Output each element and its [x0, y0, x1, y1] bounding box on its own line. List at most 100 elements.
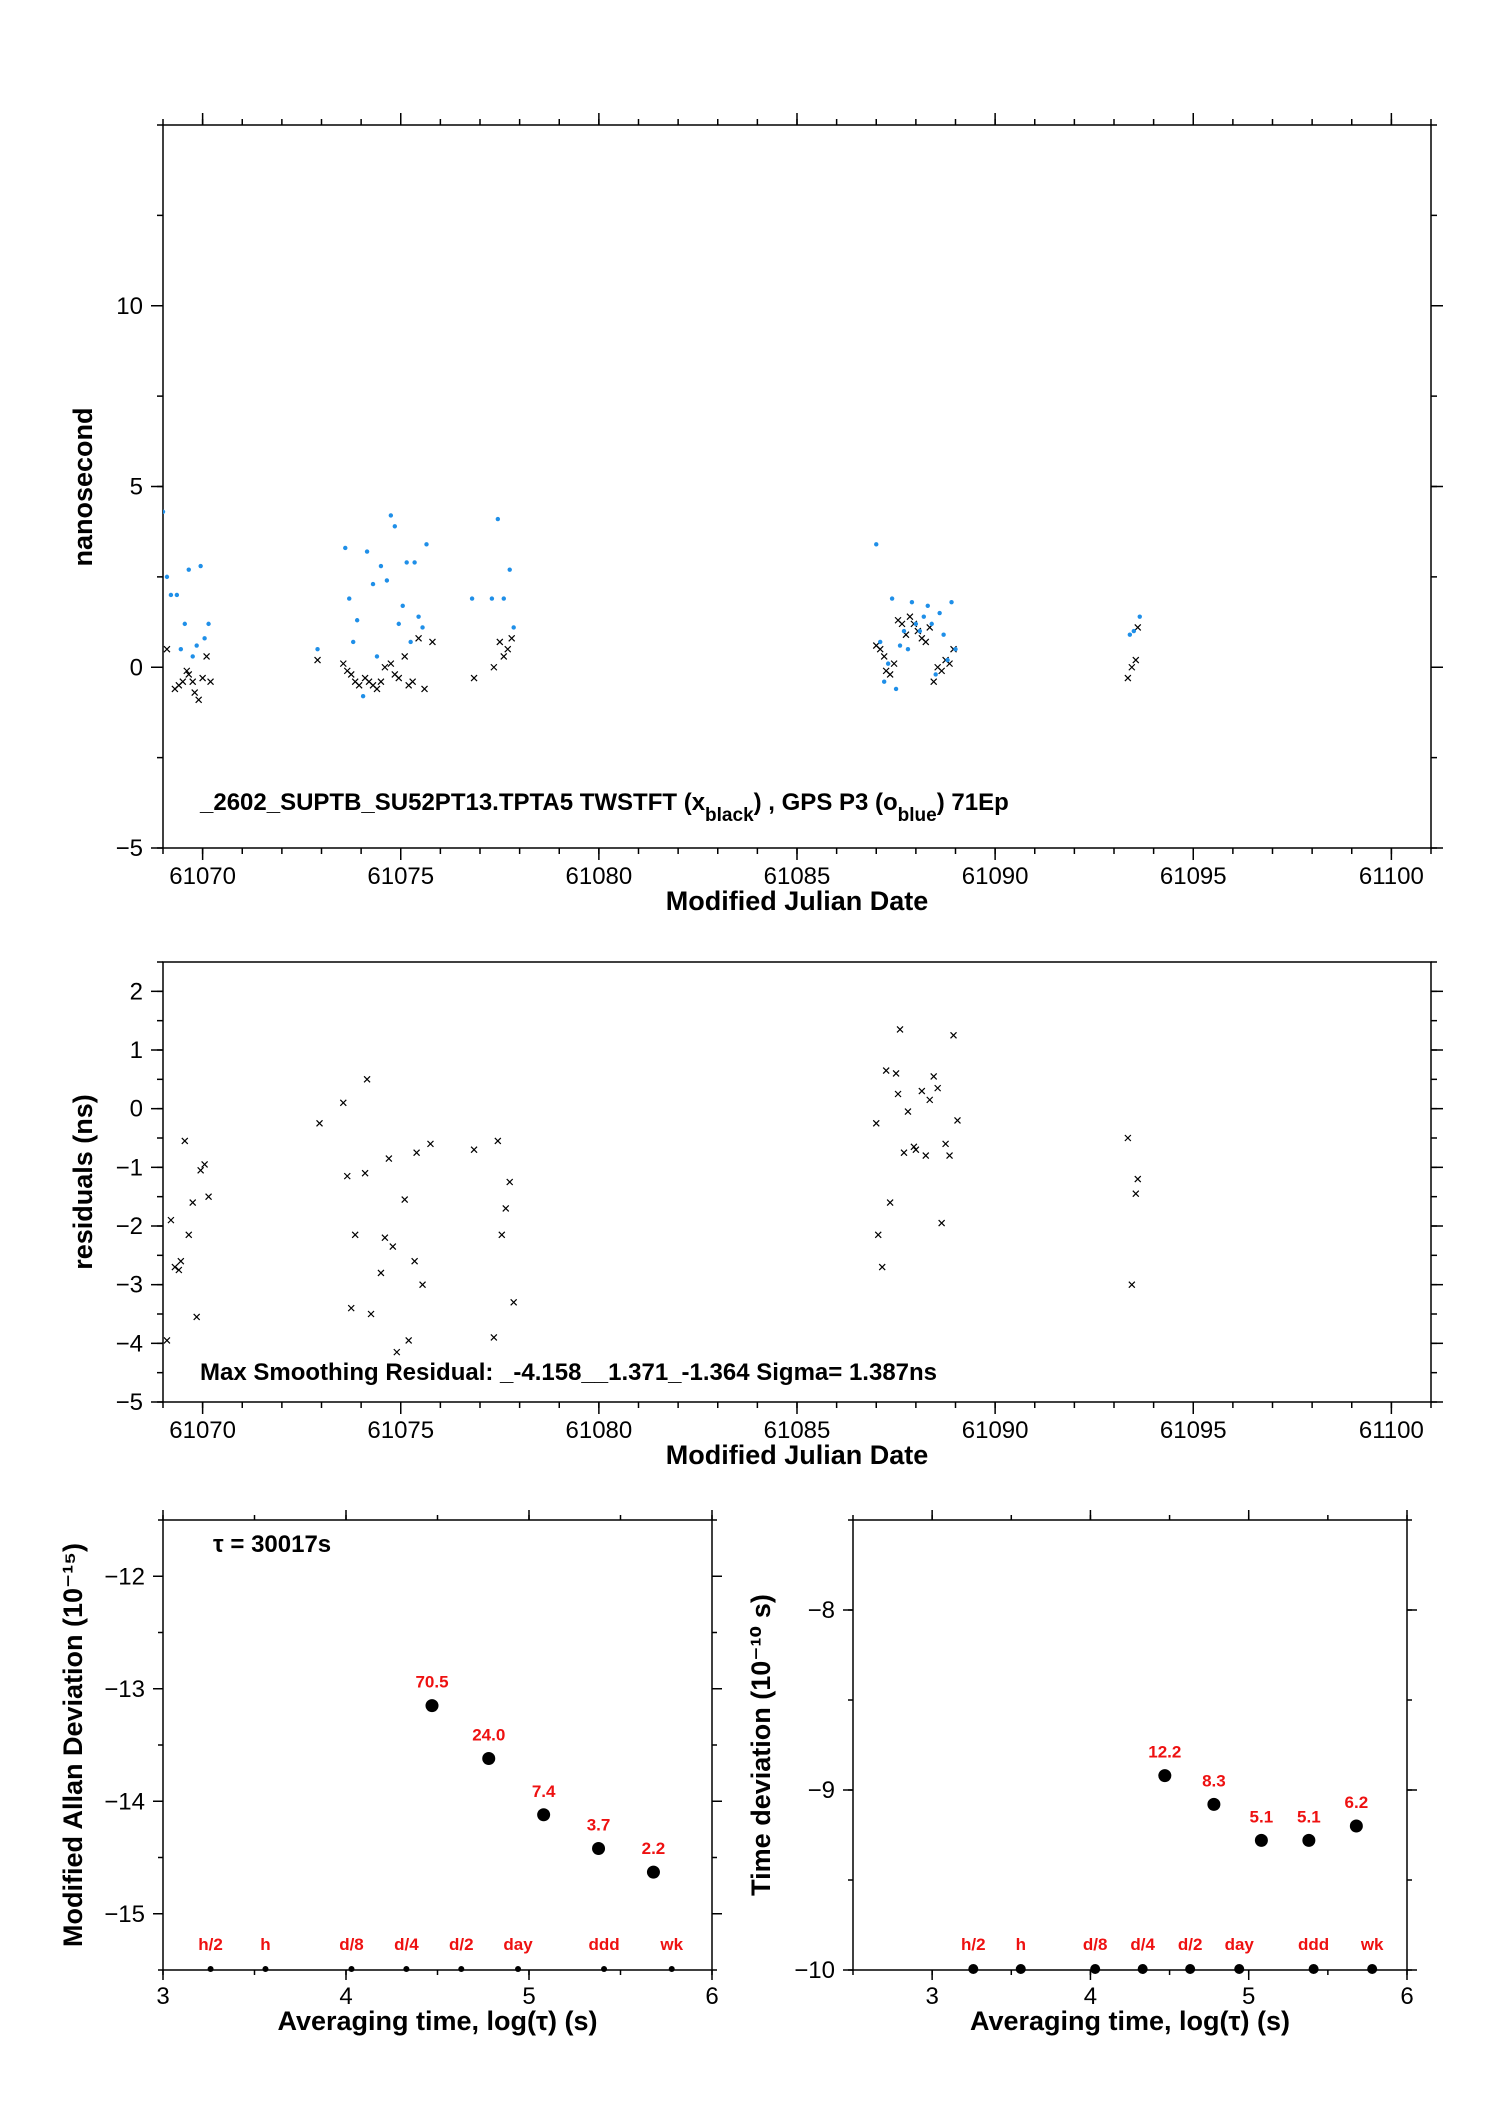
x-stroke	[918, 1087, 926, 1095]
chart-panel-3: 3 4 5 6 −15 −14 −13 −12 Averaging time, log(τ) (…	[104, 1510, 722, 2036]
x-stroke	[181, 1137, 189, 1145]
data-point-x	[1124, 674, 1132, 682]
data-point-x	[498, 1231, 506, 1239]
x-stroke	[189, 1199, 197, 1206]
x-stroke	[930, 678, 938, 686]
data-point-x	[409, 678, 417, 686]
x-stroke	[876, 645, 884, 653]
x-stroke	[886, 671, 894, 678]
data-point-x	[502, 1204, 510, 1212]
data-point-blue	[881, 679, 887, 684]
x-stroke	[1128, 1281, 1136, 1289]
data-point-blue	[384, 578, 390, 583]
data-point-blue	[489, 596, 495, 601]
data-point-blue	[378, 563, 384, 569]
interval-marker	[601, 1966, 608, 1972]
x-stroke	[201, 1160, 209, 1168]
data-layer	[163, 509, 1142, 704]
data-point-x	[880, 652, 888, 660]
y-tick-label: 0	[130, 654, 143, 681]
data-point-x	[381, 663, 389, 671]
y-tick-label: −14	[104, 1788, 145, 1815]
data-point-x	[510, 1298, 518, 1306]
data-point-blue	[921, 614, 926, 619]
y-axis-title-3: Modified Allan Deviation (10⁻¹⁵)	[58, 1543, 88, 1947]
x-stroke	[355, 681, 363, 689]
interval-marker-label: d/2	[449, 1935, 474, 1954]
x-stroke	[409, 678, 417, 686]
x-stroke	[894, 616, 902, 624]
y-tick-label: −15	[104, 1901, 145, 1928]
data-point-x	[347, 1304, 355, 1312]
data-point-x	[506, 1178, 514, 1186]
data-point-x	[429, 638, 436, 646]
x-stroke	[934, 1084, 942, 1092]
chart-panel-2: 61070 61075 61080 61085 61090 61095 61100 −5 −4 −…	[116, 961, 1443, 1470]
data-point-x	[355, 681, 363, 689]
data-point-x	[203, 652, 211, 660]
data-point-x	[201, 1160, 209, 1168]
x-stroke	[1124, 1134, 1132, 1142]
interval-marker	[1234, 1964, 1245, 1974]
interval-marker	[668, 1966, 675, 1972]
x-axis-title: Averaging time, log(τ) (s)	[970, 2006, 1290, 2036]
x-tick-label: 61100	[1359, 1417, 1424, 1444]
data-point-x	[314, 656, 321, 664]
x-tick-label: 61080	[566, 863, 633, 890]
data-point-blue	[168, 592, 174, 598]
data-point-x	[351, 1231, 359, 1239]
x-stroke	[1134, 624, 1142, 631]
data-point-x	[926, 1096, 934, 1104]
x-stroke	[401, 1196, 409, 1204]
data-point-x	[954, 1116, 961, 1124]
data-point-x	[316, 1119, 323, 1127]
data-point-x	[946, 1152, 953, 1160]
x-stroke	[427, 1140, 434, 1148]
data-point-x	[950, 1031, 957, 1039]
x-stroke	[496, 638, 504, 646]
data-point-x	[876, 645, 884, 653]
data-point-blue	[885, 661, 891, 666]
annotation-text: ) 71Ep	[937, 789, 1009, 816]
x-stroke	[314, 656, 321, 664]
x-stroke	[950, 1031, 957, 1039]
data-point-blue	[1131, 628, 1137, 634]
x-stroke	[203, 652, 211, 660]
data-point-x	[1128, 663, 1136, 671]
x-stroke	[882, 667, 890, 675]
annotation-plot-2: Max Smoothing Residual: _-4.158__1.371_-…	[200, 1359, 937, 1386]
data-point-x	[415, 634, 423, 642]
data-point-x	[496, 638, 504, 646]
data-point-x	[347, 671, 355, 678]
deviation-point-label: 6.2	[1345, 1793, 1369, 1812]
data-point-blue	[354, 618, 360, 623]
x-stroke	[163, 1336, 171, 1344]
y-tick-label: −9	[808, 1777, 835, 1804]
data-point-x	[179, 678, 187, 686]
x-stroke	[373, 685, 381, 693]
x-stroke	[1134, 1175, 1142, 1183]
x-stroke	[185, 671, 193, 678]
data-point-x	[427, 1140, 434, 1148]
x-stroke	[415, 634, 423, 642]
annotation-text: ) , GPS P3 (o	[754, 789, 898, 816]
data-point-blue	[408, 639, 413, 645]
x-tick-label: 6	[705, 1983, 718, 2010]
x-tick-label: 61095	[1160, 863, 1227, 890]
data-point-x	[185, 671, 193, 678]
data-point-blue	[182, 621, 187, 627]
x-stroke	[1132, 1190, 1140, 1198]
x-stroke	[377, 678, 385, 686]
data-point-x	[494, 1137, 502, 1145]
interval-marker-label: h/2	[961, 1935, 986, 1954]
data-point-x	[922, 1152, 930, 1160]
data-point-blue	[889, 596, 895, 601]
x-stroke	[381, 1234, 389, 1242]
x-stroke	[385, 1155, 393, 1162]
x-stroke	[197, 1166, 205, 1174]
interval-marker	[458, 1966, 465, 1972]
plot-frame	[162, 124, 1432, 849]
interval-marker	[1308, 1964, 1319, 1974]
data-point-x	[930, 1072, 938, 1080]
